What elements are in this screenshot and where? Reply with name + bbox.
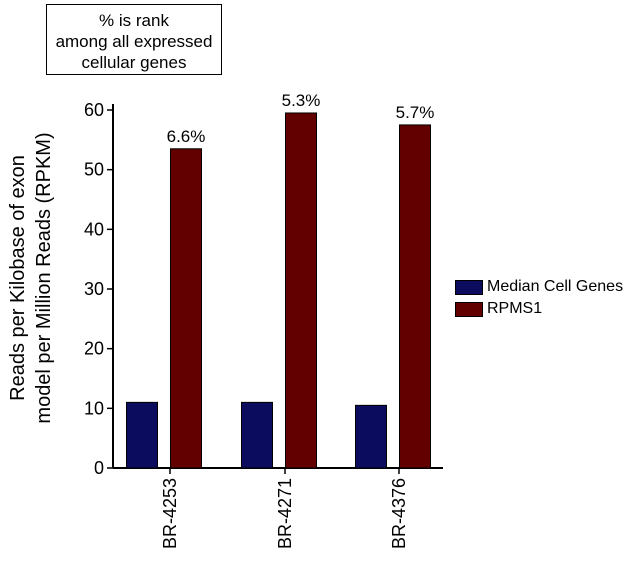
y-tick-label: 10 xyxy=(84,398,104,418)
note-line-1: % is rank xyxy=(99,11,169,30)
y-tick-label: 30 xyxy=(84,279,104,299)
bar-median-br-4253 xyxy=(126,401,158,469)
legend-label-rpms1: RPMS1 xyxy=(487,300,543,317)
y-tick-label: 50 xyxy=(84,160,104,180)
note-line-3: cellular genes xyxy=(81,53,187,72)
y-axis-title-line-1: Reads per Kilobase of exon xyxy=(7,155,29,401)
note-line-2: among all expressed xyxy=(55,32,213,51)
bar-rpms1-br-4271 xyxy=(285,112,317,469)
bar-median-br-4376 xyxy=(355,404,387,469)
legend-swatch-median xyxy=(455,279,483,295)
bar-rpms1-br-4253 xyxy=(170,148,202,469)
y-axis-title-line-2: model per Million Reads (RPKM) xyxy=(33,132,55,423)
data-label-br-4376: 5.7% xyxy=(396,103,435,122)
y-tick-label: 20 xyxy=(84,339,104,359)
legend-swatch-rpms1 xyxy=(455,301,483,317)
y-tick-label: 60 xyxy=(84,100,104,120)
x-tick-label-br-4253: BR-4253 xyxy=(160,478,180,549)
rank-note-box: % is rank among all expressed cellular g… xyxy=(46,4,222,75)
y-tick-label: 40 xyxy=(84,219,104,239)
legend-item-median-cell-genes: Median Cell Genes xyxy=(455,276,623,298)
x-tick-label-br-4271: BR-4271 xyxy=(275,478,295,549)
legend: Median Cell Genes RPMS1 xyxy=(455,276,623,320)
legend-item-rpms1: RPMS1 xyxy=(455,298,623,320)
bar-median-br-4271 xyxy=(241,401,273,469)
bar-rpms1-br-4376 xyxy=(399,124,431,469)
data-label-br-4253: 6.6% xyxy=(167,127,206,146)
x-tick-label-br-4376: BR-4376 xyxy=(389,478,409,549)
legend-label-median: Median Cell Genes xyxy=(487,278,624,295)
data-label-br-4271: 5.3% xyxy=(282,91,321,110)
y-tick-label: 0 xyxy=(94,458,104,478)
